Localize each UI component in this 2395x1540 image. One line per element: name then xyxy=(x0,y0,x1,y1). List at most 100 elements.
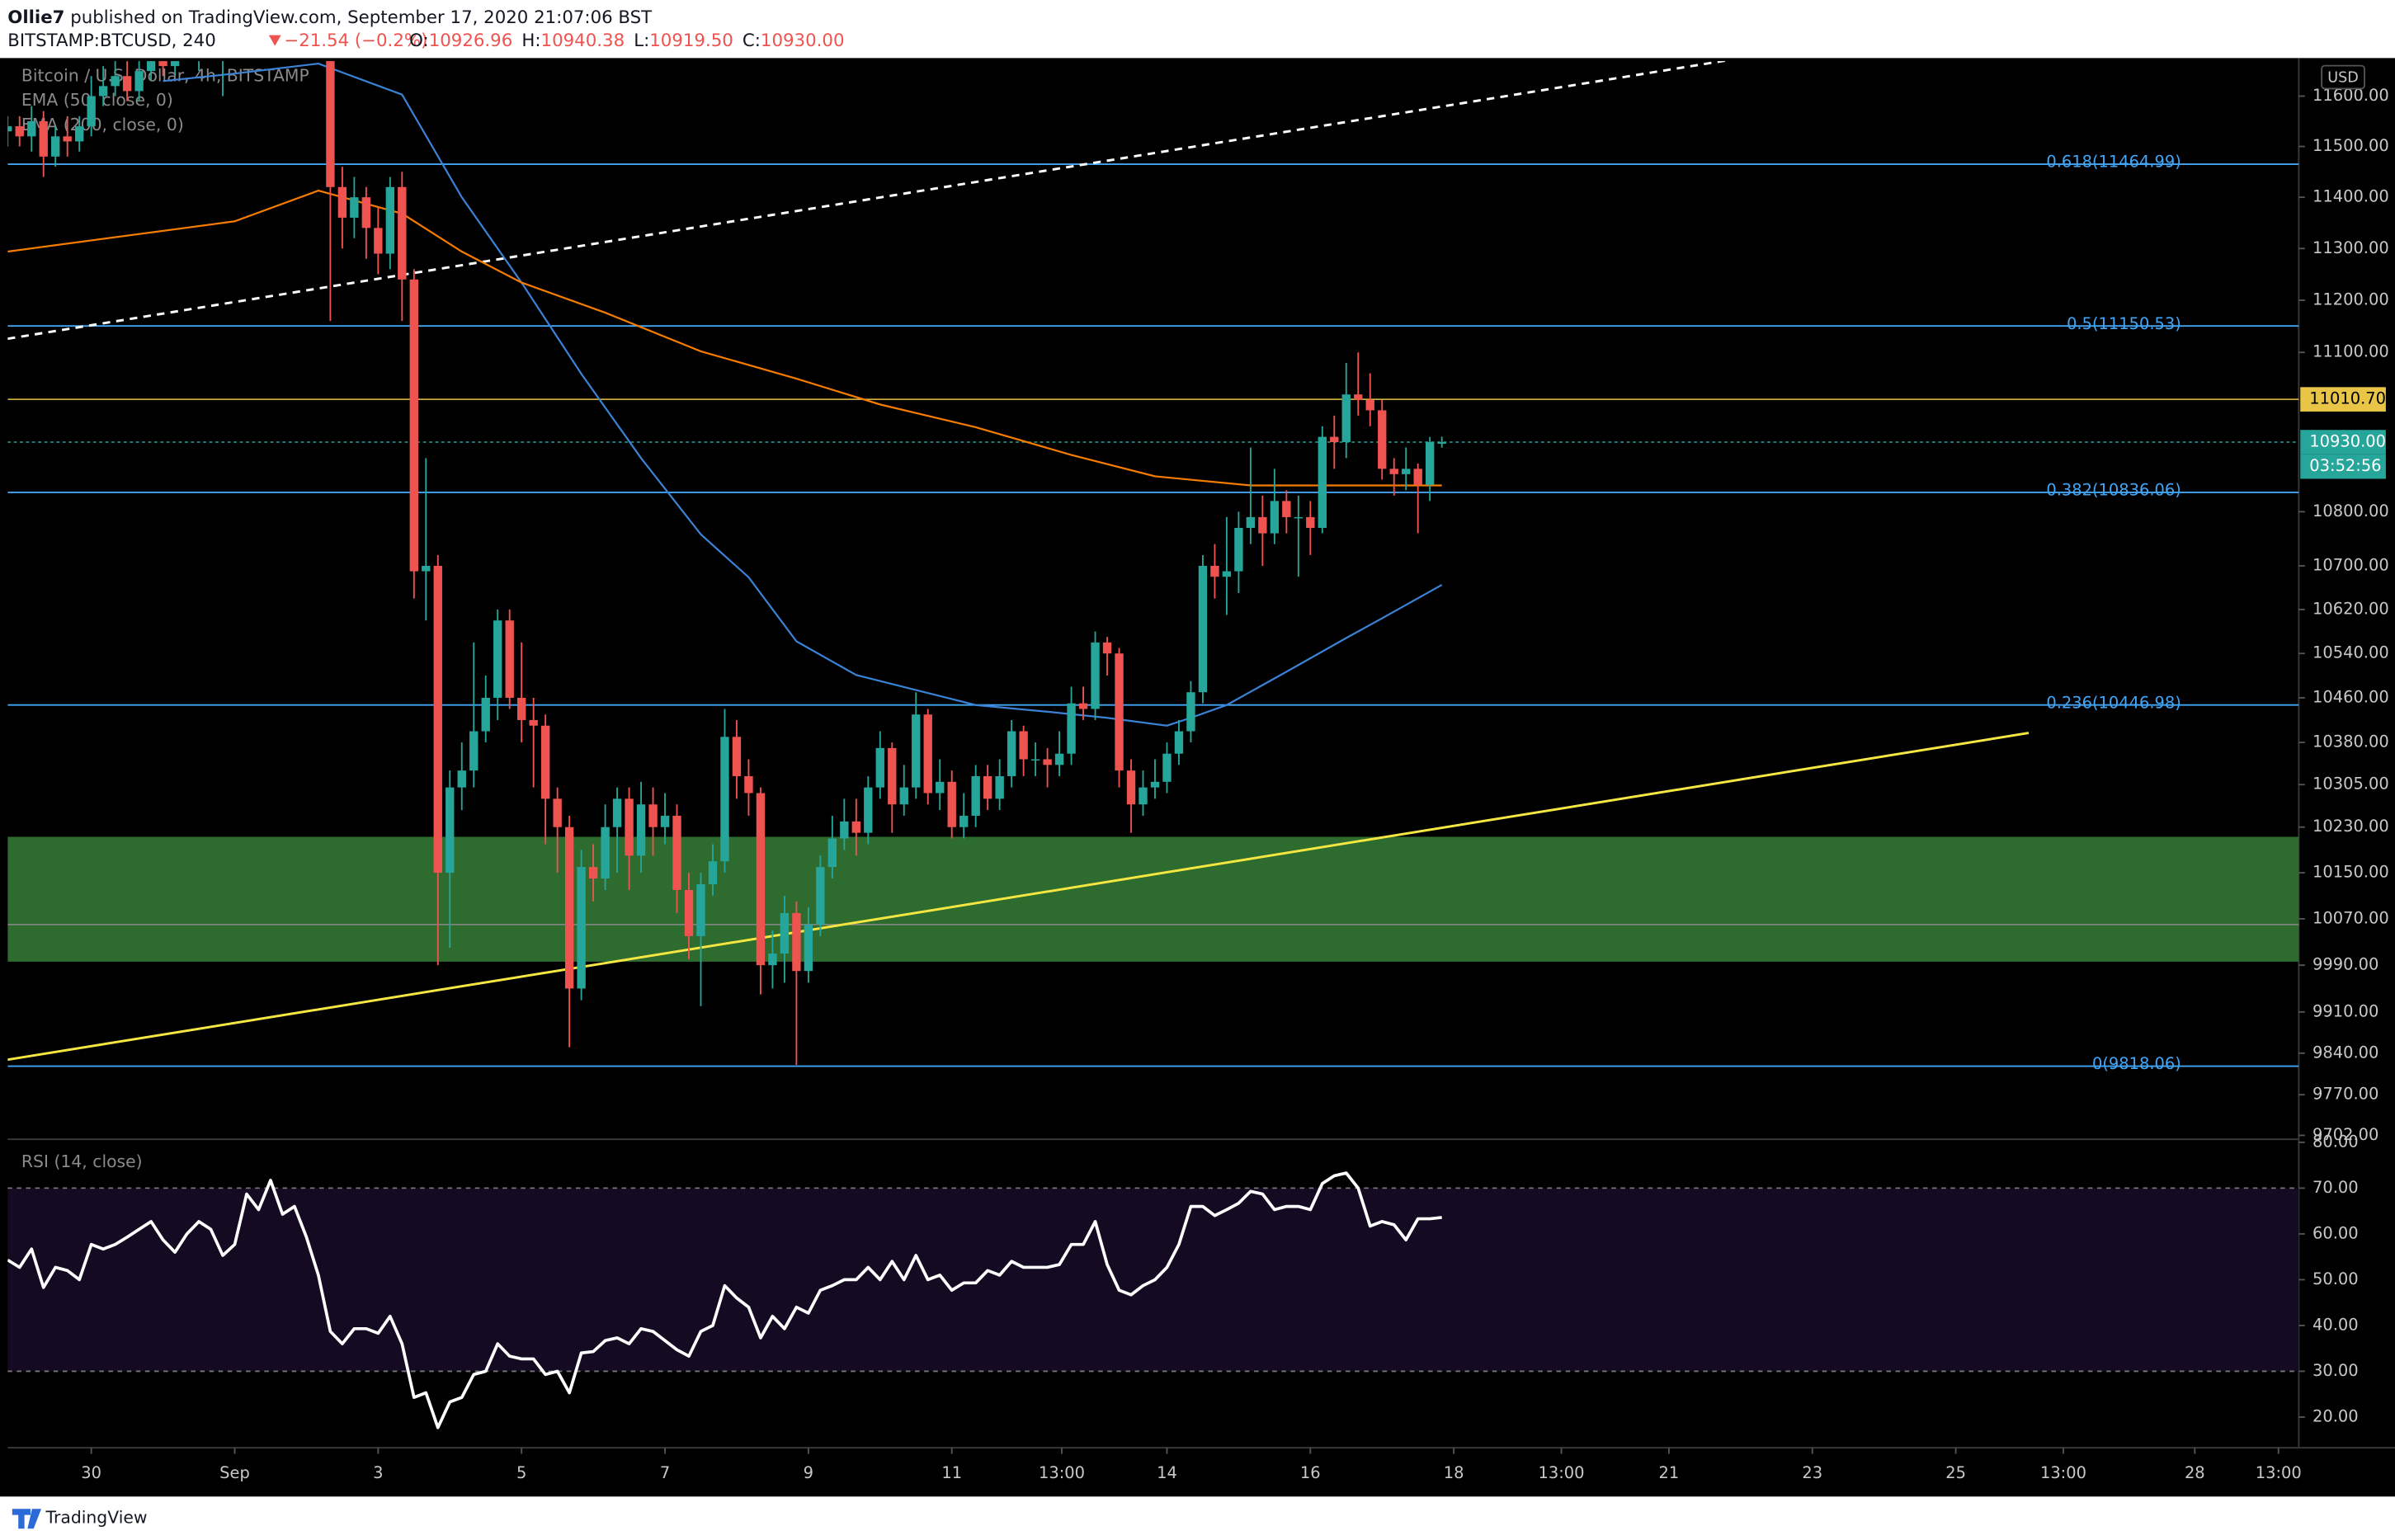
candle-body xyxy=(1007,731,1016,776)
candle-body xyxy=(337,186,347,218)
candle-body xyxy=(888,747,897,805)
legend-entry: EMA (50, close, 0) xyxy=(21,90,173,110)
candle-body xyxy=(864,787,873,833)
candle-body xyxy=(98,86,108,97)
rsi-tick-label: 20.00 xyxy=(2312,1406,2359,1425)
y-tick-label: 11200.00 xyxy=(2312,290,2389,308)
x-tick-label: 28 xyxy=(2185,1463,2205,1482)
candle-body xyxy=(1282,501,1291,517)
candle-body xyxy=(840,821,849,839)
candle-body xyxy=(780,912,790,954)
candle-body xyxy=(433,565,442,874)
candle-body xyxy=(684,889,694,936)
candle-body xyxy=(158,61,167,67)
candle-body xyxy=(111,76,120,87)
candle-body xyxy=(469,731,479,771)
candle-body xyxy=(1246,516,1256,529)
candle-body xyxy=(87,96,96,127)
candle-body xyxy=(983,775,992,799)
candle-body xyxy=(708,861,718,885)
candle-body xyxy=(912,714,921,788)
candle-body xyxy=(326,61,335,187)
candle-body xyxy=(875,747,884,788)
y-tick-label: 10230.00 xyxy=(2312,817,2389,836)
x-tick-label: 14 xyxy=(1157,1463,1177,1482)
currency: USD xyxy=(2327,69,2359,86)
candle-body xyxy=(1102,642,1112,654)
fib-label: 0.382(10836.06) xyxy=(2046,481,2180,500)
candle-body xyxy=(1425,442,1435,485)
x-tick-label: Sep xyxy=(219,1463,250,1482)
candle-body xyxy=(947,781,956,827)
brand-logo xyxy=(12,1509,41,1529)
candle-body xyxy=(1054,753,1064,765)
zone xyxy=(7,836,2299,962)
x-tick-label: 18 xyxy=(1444,1463,1464,1482)
price-label-box xyxy=(2300,430,2386,454)
candle-body xyxy=(1341,394,1351,443)
x-tick-label: 23 xyxy=(1802,1463,1822,1482)
x-tick-label: 9 xyxy=(804,1463,813,1482)
rsi-tick-label: 30.00 xyxy=(2312,1361,2359,1380)
candle-body xyxy=(398,186,407,280)
symbol: BITSTAMP:BTCUSD, 240 xyxy=(7,31,215,51)
candle-body xyxy=(63,136,72,142)
fib-label: 0.5(11150.53) xyxy=(2067,314,2181,333)
author: Ollie7 xyxy=(7,7,64,28)
candle-body xyxy=(648,804,658,827)
candle-body xyxy=(768,954,777,966)
candle-body xyxy=(1413,469,1422,485)
candle-body xyxy=(756,793,766,966)
x-tick-label: 7 xyxy=(660,1463,670,1482)
trendline xyxy=(7,732,2030,1062)
y-tick-label: 9702.00 xyxy=(2312,1125,2378,1144)
ohlc-key: L: xyxy=(634,31,649,51)
candle-body xyxy=(1150,781,1160,788)
ohlc-value: 10930.00 xyxy=(761,31,845,51)
price-label-box xyxy=(2300,387,2386,412)
x-tick-label: 16 xyxy=(1300,1463,1321,1482)
candle-body xyxy=(1437,442,1446,444)
candle-body xyxy=(625,798,634,856)
trendline xyxy=(7,61,1730,341)
rsi-tick-label: 70.00 xyxy=(2312,1178,2359,1197)
candle-body xyxy=(612,798,622,827)
candle-body xyxy=(1270,501,1280,534)
candle-body xyxy=(564,827,574,989)
candle-body xyxy=(7,126,12,132)
candle-body xyxy=(1258,516,1267,534)
fib-label: 0(9818.06) xyxy=(2092,1054,2181,1073)
candle-body xyxy=(134,71,144,92)
rsi-line xyxy=(7,1171,1442,1429)
candle-body xyxy=(1078,703,1088,709)
rsi-tick-label: 80.00 xyxy=(2312,1132,2359,1151)
x-tick-label: 3 xyxy=(373,1463,383,1482)
y-tick-label: 10540.00 xyxy=(2312,643,2389,662)
x-tick-label: 13:00 xyxy=(1039,1463,1085,1482)
candle-body xyxy=(995,775,1004,799)
candle-body xyxy=(540,725,550,799)
candle-body xyxy=(1186,692,1195,732)
candle-body xyxy=(1139,787,1148,805)
candle-body xyxy=(1162,753,1172,782)
candle-body xyxy=(51,136,60,157)
price-pane: 0.618(11464.99) 0.5(11150.53) 0.382(10836.… xyxy=(7,61,2299,1073)
x-tick-label: 13:00 xyxy=(1539,1463,1585,1482)
ema-line xyxy=(163,62,1443,727)
candle-body xyxy=(27,120,36,137)
candle-body xyxy=(1067,703,1076,754)
x-tick-label: 30 xyxy=(81,1463,101,1482)
y-tick-label: 10380.00 xyxy=(2312,732,2389,751)
chart-title: Bitcoin / U.S. Dollar, 4h, BITSTAMP xyxy=(21,66,309,86)
candle-body xyxy=(529,719,538,726)
candle-body xyxy=(385,186,395,254)
publish-line: Ollie7 published on TradingView.com, Sep… xyxy=(7,7,653,28)
candle-body xyxy=(1402,469,1411,474)
candle-body xyxy=(1043,759,1052,765)
published: published on TradingView.com, September … xyxy=(70,7,653,28)
candle-body xyxy=(446,787,455,874)
candle-body xyxy=(1174,731,1184,754)
candle-body xyxy=(636,804,646,856)
axes: 11010.70 10930.00 03:52:56 11600.00 11500.00… xyxy=(81,86,2388,1482)
